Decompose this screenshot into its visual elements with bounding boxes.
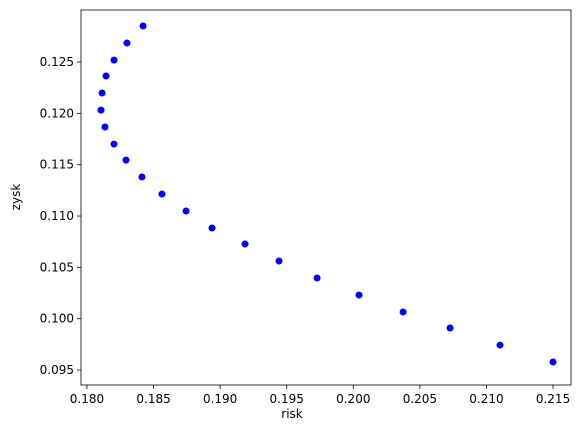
point <box>275 257 283 265</box>
point <box>102 72 110 80</box>
y-tick-label: 0.125 <box>40 55 74 69</box>
x-tick-label: 0.210 <box>469 392 503 406</box>
x-tick-label: 0.190 <box>203 392 237 406</box>
point <box>496 341 504 349</box>
point <box>138 173 146 181</box>
x-tick-label: 0.195 <box>270 392 304 406</box>
point <box>101 123 109 131</box>
y-tick-label: 0.095 <box>40 363 74 377</box>
point <box>98 89 106 97</box>
x-tick-label: 0.185 <box>136 392 170 406</box>
point <box>110 140 118 148</box>
x-tick-label: 0.180 <box>70 392 104 406</box>
point <box>158 190 166 198</box>
y-tick-label: 0.100 <box>40 312 74 326</box>
point <box>241 240 249 248</box>
x-tick-label: 0.215 <box>536 392 570 406</box>
point <box>549 358 557 366</box>
x-tick-label: 0.205 <box>403 392 437 406</box>
y-tick-label: 0.105 <box>40 260 74 274</box>
y-tick-label: 0.115 <box>40 158 74 172</box>
point <box>97 106 105 114</box>
point <box>313 274 321 282</box>
y-tick-label: 0.110 <box>40 209 74 223</box>
plot-frame <box>80 9 572 386</box>
point <box>208 224 216 232</box>
point <box>355 291 363 299</box>
x-axis-label: risk <box>281 407 303 421</box>
point <box>122 156 130 164</box>
point <box>123 39 131 47</box>
y-tick-label: 0.120 <box>40 106 74 120</box>
point <box>182 207 190 215</box>
point <box>139 22 147 30</box>
point <box>446 324 454 332</box>
x-tick-label: 0.200 <box>336 392 370 406</box>
point <box>399 308 407 316</box>
y-axis-label: zysk <box>9 184 23 211</box>
point <box>110 56 118 64</box>
